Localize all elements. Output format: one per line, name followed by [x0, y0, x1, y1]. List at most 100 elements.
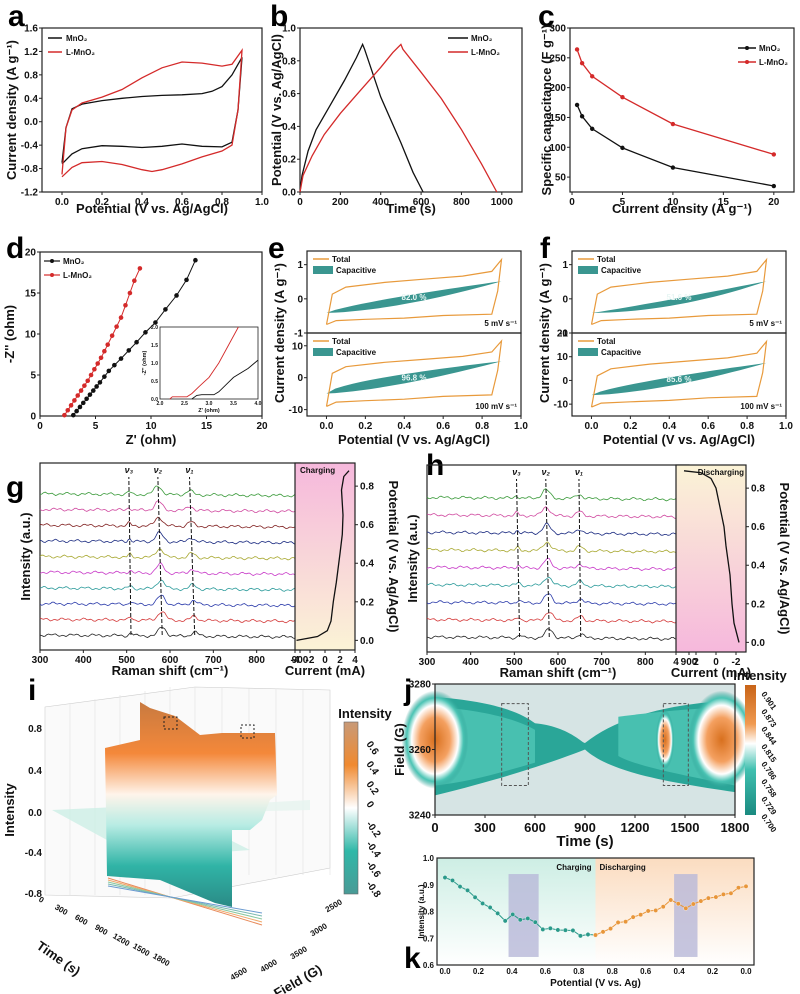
y-tick-label: 0.9 [423, 881, 435, 890]
x-tick-label: 0 [569, 197, 575, 208]
y-tick-label: 0 [30, 412, 36, 423]
y-tick-label: 0.4 [751, 561, 765, 572]
legend-label: MnO₂ [66, 34, 88, 43]
data-point [90, 388, 96, 393]
data-point [743, 883, 749, 889]
raman-spectrum [426, 488, 690, 502]
cv-curve [61, 56, 243, 165]
data-point [80, 400, 86, 406]
x-tick-label: 0 [297, 197, 303, 208]
potential-current-subplot: 4 2 0 -2 0.0 0.2 0.4 0.6 0.8 Discharging Current (… [671, 464, 792, 680]
raman-spectrum [426, 576, 690, 589]
y-tick-label: 0.0 [360, 636, 374, 647]
legend-marker [50, 273, 54, 277]
x-tick-label: 20 [256, 421, 268, 432]
x-axis-label: Potential (V vs. Ag/AgCl) [338, 432, 490, 447]
colorbar-title: Intensity [338, 706, 392, 721]
y-tick-label: 50 [555, 173, 567, 184]
x-tick-label: 600 [413, 197, 430, 208]
panel-b: b 0 200 400 600 800 1000 0.0 0.2 0.4 0.6 0.8 1.0 MnO₂… [269, 0, 523, 216]
panel-label: g [6, 471, 24, 504]
x-tick-label: 4 [352, 655, 358, 666]
x-axis-label: Potential (V vs. Ag/AgCl) [76, 201, 228, 216]
y-tick-label: 0.4 [360, 559, 374, 570]
x-tick-label: 800 [637, 657, 654, 668]
data-point [570, 928, 576, 933]
scan-rate-label: 100 mV s⁻¹ [740, 402, 782, 411]
z-tick-label: 0.8 [28, 724, 42, 735]
data-point [525, 916, 531, 921]
colorbar [343, 721, 359, 895]
capacitive-percentage: 51.6 % [667, 293, 692, 302]
y-tick-label: 250 [549, 53, 566, 64]
x-tick-label: 0.6 [175, 197, 189, 208]
legend-label: MnO₂ [63, 257, 85, 266]
data-point [123, 303, 128, 308]
panel-g: g 300 400 500 600 700 800 900 ν₃ ν₂ ν₁ Raman shift … [6, 462, 401, 678]
peak-guide-line [545, 478, 550, 638]
state-label: Discharging [698, 468, 744, 477]
y-axis-label: Intensity (a.u.) [18, 512, 33, 600]
potential-curve [296, 470, 350, 642]
x-tick-label: 400 [372, 197, 389, 208]
legend-label: Capacitive [336, 266, 377, 275]
legend-label: Capacitive [601, 348, 642, 357]
scan-rate-label: 5 mV s⁻¹ [749, 319, 782, 328]
y-tick-label: 0.0 [751, 638, 765, 649]
x-tick-label: 5 [93, 421, 99, 432]
inset-x-tick: 2.5 [181, 401, 188, 407]
data-point [540, 927, 546, 932]
data-point [532, 919, 538, 925]
panel-a: a 0.0 0.2 0.4 0.6 0.8 1.0 -1.2 -0.8 -0.4 0.0 0.4 0.8… [4, 0, 269, 216]
legend-marker [50, 259, 54, 263]
y-tick-label: 150 [549, 113, 566, 124]
y-axis-label: Current density (A g⁻¹) [537, 263, 552, 403]
x-tick-label: 400 [462, 657, 479, 668]
x-tick-label: 200 [332, 197, 349, 208]
data-point [114, 324, 119, 329]
y-tick-label: 0.6 [751, 522, 765, 533]
intensity-hotspot [688, 690, 756, 789]
subplot-low-rate: -1 0 1 51.6 % 5 mV s⁻¹ Total Capacitive [559, 250, 787, 340]
x-tick-label: 20 [768, 197, 780, 208]
data-point [92, 366, 97, 372]
peak-label: ν₃ [512, 467, 521, 477]
y-axis-label: Current density (A g⁻¹) [272, 263, 287, 403]
peak-guide-line [128, 476, 132, 636]
y-tick-label: 15 [25, 289, 37, 300]
capacitive-area [591, 362, 767, 396]
legend-label: Total [597, 337, 616, 346]
data-point [563, 927, 568, 933]
x-axis-label: Time (s) [556, 833, 613, 850]
y-tick-label: -0.8 [21, 164, 39, 175]
raman-spectrum [426, 628, 690, 642]
data-point [547, 925, 553, 931]
data-point [495, 910, 501, 916]
x-axis-label: Current (mA) [285, 663, 365, 678]
data-point [77, 404, 83, 410]
data-point [75, 393, 81, 398]
subplot-high-rate: 0.0 0.2 0.4 0.6 0.8 1.0 -10 0 10 20 85.6 % 100 mV s… [554, 329, 794, 433]
colorbar-tick-label: 0.758 [759, 777, 778, 799]
y-tick-label: 1 [562, 260, 568, 271]
capacitive-area [326, 361, 502, 394]
y-tick-label: 5 [30, 371, 36, 382]
subplot-low-rate: -1 0 1 82.0 % 5 mV s⁻¹ Total Capacitive [294, 250, 522, 340]
z-tick-label: -0.4 [25, 848, 43, 859]
x-tick-label: 500 [118, 655, 135, 666]
y-tick-label: -1.2 [21, 188, 39, 199]
legend-marker [745, 46, 749, 50]
data-point [137, 266, 143, 271]
panel-c: c 0 5 10 15 20 50 100 150 200 250 300 MnO₂ L-MnO₂ Curr… [538, 0, 795, 216]
data-point [118, 356, 124, 361]
x-tick-label: 0.0 [55, 197, 69, 208]
data-point [97, 380, 103, 385]
highlight-region [674, 874, 698, 957]
data-point [645, 908, 651, 914]
data-point [65, 407, 71, 413]
x-axis-label: Raman shift (cm⁻¹) [112, 663, 229, 678]
data-point [118, 315, 124, 320]
panel-d: d 0 5 10 15 20 5 10 15 20 0 MnO₂ L-MnO₂ 2.0 2.5 3.0 3.5 4… [2, 232, 268, 447]
data-point [517, 917, 523, 923]
